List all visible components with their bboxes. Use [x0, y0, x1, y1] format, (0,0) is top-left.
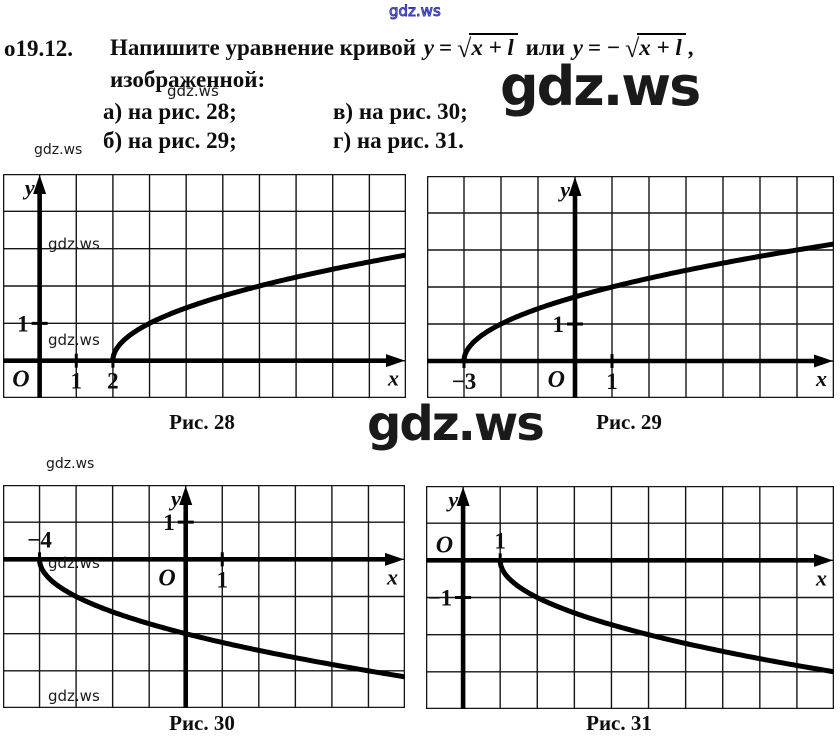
svg-text:O: O	[158, 565, 175, 591]
formula-sqrt-positive: y = √x + l	[424, 33, 518, 63]
svg-text:y: y	[22, 175, 35, 200]
watermark: gdz.ws	[48, 554, 100, 572]
svg-text:O: O	[436, 532, 453, 558]
svg-text:2: 2	[107, 369, 119, 394]
watermark: gdz.ws	[389, 2, 442, 20]
watermark: gdz.ws	[34, 142, 83, 158]
svg-text:O: O	[548, 367, 565, 393]
statement-line2: изображенной:	[110, 67, 266, 92]
radicand-overline: x + l	[637, 33, 686, 60]
list-item-v: в) на рис. 30;	[333, 99, 468, 124]
svg-text:x: x	[387, 366, 399, 391]
watermark: gdz.ws	[167, 82, 219, 100]
svg-text:1: 1	[217, 567, 229, 592]
watermark: gdz.ws	[367, 396, 545, 452]
statement-line1: Напишите уравнение кривой y = √x + l или y…	[110, 33, 694, 64]
formula-sqrt-negative: y = − √x + l	[573, 33, 686, 63]
svg-text:x: x	[815, 366, 827, 391]
svg-text:y: y	[168, 486, 181, 511]
svg-text:1: 1	[494, 528, 506, 553]
watermark: gdz.ws	[46, 456, 95, 472]
radical-sign: √	[624, 34, 640, 63]
watermark: gdz.ws	[500, 55, 701, 118]
list-item-a: а) на рис. 28;	[103, 99, 237, 124]
svg-text:−1: −1	[427, 586, 452, 611]
svg-text:−4: −4	[27, 527, 52, 552]
figure-caption-29: Рис. 29	[596, 410, 662, 434]
svg-text:1: 1	[606, 369, 618, 394]
svg-text:1: 1	[163, 510, 175, 535]
radicand-overline: x + l	[469, 33, 518, 60]
svg-text:x: x	[386, 564, 398, 589]
svg-text:1: 1	[71, 369, 83, 394]
watermark: gdz.ws	[48, 687, 100, 705]
figure-caption-28: Рис. 28	[169, 410, 235, 434]
watermark: gdz.ws	[48, 235, 100, 253]
statement-prefix: Напишите уравнение кривой	[110, 35, 416, 60]
svg-text:y: y	[557, 177, 570, 202]
svg-text:y: y	[445, 487, 458, 512]
graph-ris-31: 1 −1 y x O	[426, 486, 834, 709]
list-item-b: б) на рис. 29;	[103, 128, 237, 153]
svg-text:−3: −3	[452, 369, 477, 394]
radical-sign: √	[457, 34, 472, 63]
svg-text:O: O	[12, 367, 29, 393]
svg-text:1: 1	[17, 311, 29, 336]
svg-text:x: x	[815, 565, 827, 590]
figure-caption-31: Рис. 31	[586, 711, 652, 735]
svg-text:1: 1	[553, 312, 565, 337]
list-item-g: г) на рис. 31.	[333, 128, 464, 153]
graph-ris-29: −3 1 1 y x O	[427, 176, 834, 398]
statement-comma: ,	[687, 35, 694, 60]
statement-conjunction: или	[525, 35, 565, 60]
problem-number: о19.12.	[4, 36, 73, 61]
figure-caption-30: Рис. 30	[169, 711, 235, 735]
watermark: gdz.ws	[48, 331, 100, 349]
